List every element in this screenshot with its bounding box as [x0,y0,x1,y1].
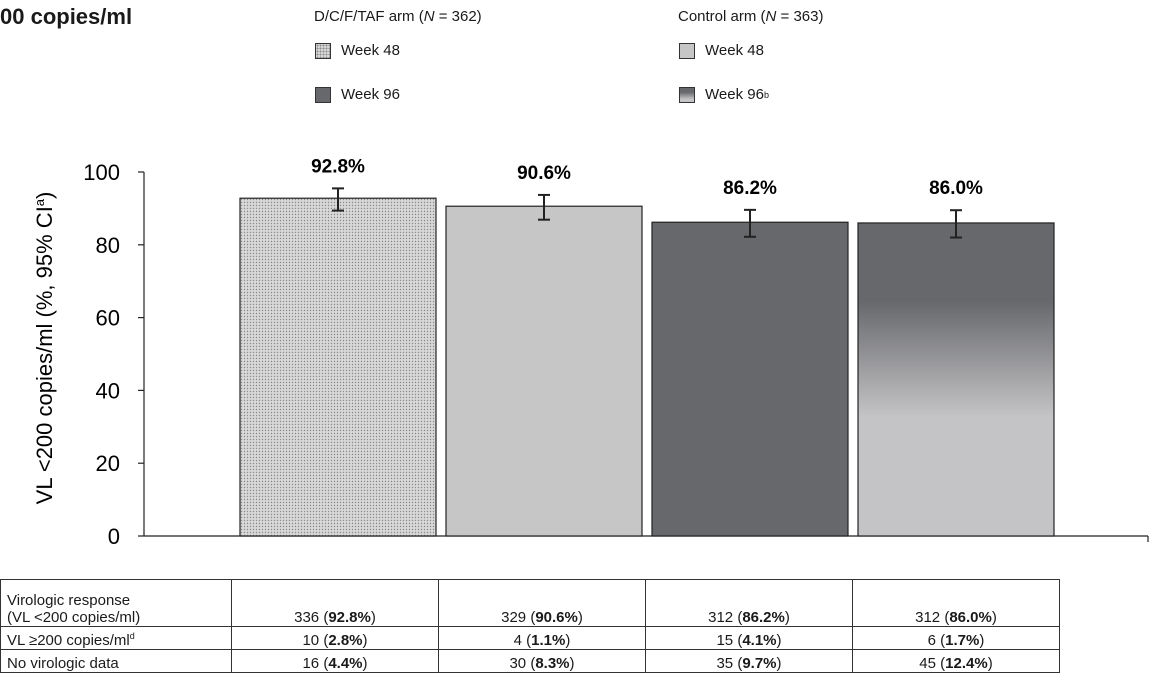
table-cell: 6 (1.7%) [852,626,1060,650]
svg-text:VL <200 copies/ml (%, 95% CIa): VL <200 copies/ml (%, 95% CIa) [32,192,57,505]
table-cell: 30 (8.3%) [438,649,646,673]
legend-swatch-light [679,42,695,59]
table-cell: 16 (4.4%) [231,649,439,673]
outcome-table: Virologic response (VL <200 copies/ml) 336… [0,579,1060,673]
bar-value-label-2: 90.6% [517,163,571,184]
error-bar-1 [332,187,344,212]
legend-title-dcftaf: D/C/F/TAF arm (N = 362) [314,8,482,25]
y-tick-label: 80 [96,233,120,258]
table-cell: 15 (4.1%) [645,626,853,650]
bar-chart: VL <200 copies/ml (%, 95% CIa) 0 20 40 60 80… [32,156,1149,549]
bar-value-label-4: 86.0% [929,178,983,199]
y-tick-label: 20 [96,451,120,476]
legend-swatch-gradient [679,86,695,103]
y-tick-label: 100 [83,160,120,185]
legend-swatch-dark [315,86,331,103]
row-label: No virologic data [0,649,232,673]
y-axis-label: VL <200 copies/ml (%, 95% CIa) [32,192,57,505]
row-label: VL ≥200 copies/mld [0,626,232,650]
table-row: Virologic response (VL <200 copies/ml) 336… [0,579,1060,627]
row-label: Virologic response (VL <200 copies/ml) [0,579,232,627]
chart-heading: 00 copies/ml [0,4,133,29]
legend-item-control-week96: Week 96 b [679,86,769,103]
table-cell: 35 (9.7%) [645,649,853,673]
table-row: VL ≥200 copies/mld 10 (2.8%) 4 (1.1%) 15 (4… [0,626,1060,650]
error-bar-4 [950,209,962,239]
y-tick-label: 40 [96,378,120,403]
legend-item-dcftaf-week96: Week 96 [315,86,400,103]
bar-1 [239,197,437,537]
table-cell: 4 (1.1%) [438,626,646,650]
table-cell: 312 (86.2%) [645,579,853,627]
table-cell: 329 (90.6%) [438,579,646,627]
table-cell: 10 (2.8%) [231,626,439,650]
bar-4 [857,222,1055,537]
legend-item-control-week48: Week 48 [679,42,764,59]
legend-item-dcftaf-week48: Week 48 [315,42,400,59]
error-bar-2 [538,193,550,221]
legend-title-control: Control arm (N = 363) [678,8,824,25]
error-bar-3 [744,208,756,238]
y-tick-label: 60 [96,306,120,331]
bar-3 [651,221,849,537]
table-row: No virologic data 16 (4.4%) 30 (8.3%) 35 (9… [0,649,1060,673]
bar-value-label-1: 92.8% [311,156,365,177]
table-cell: 45 (12.4%) [852,649,1060,673]
table-cell: 336 (92.8%) [231,579,439,627]
legend-swatch-dotted [315,42,331,59]
bar-value-label-3: 86.2% [723,178,777,199]
bar-2 [445,205,643,537]
bars: 92.8% 90.6% 86.2% 86.0% [239,156,1055,537]
y-tick-label: 0 [108,524,120,549]
table-cell: 312 (86.0%) [852,579,1060,627]
